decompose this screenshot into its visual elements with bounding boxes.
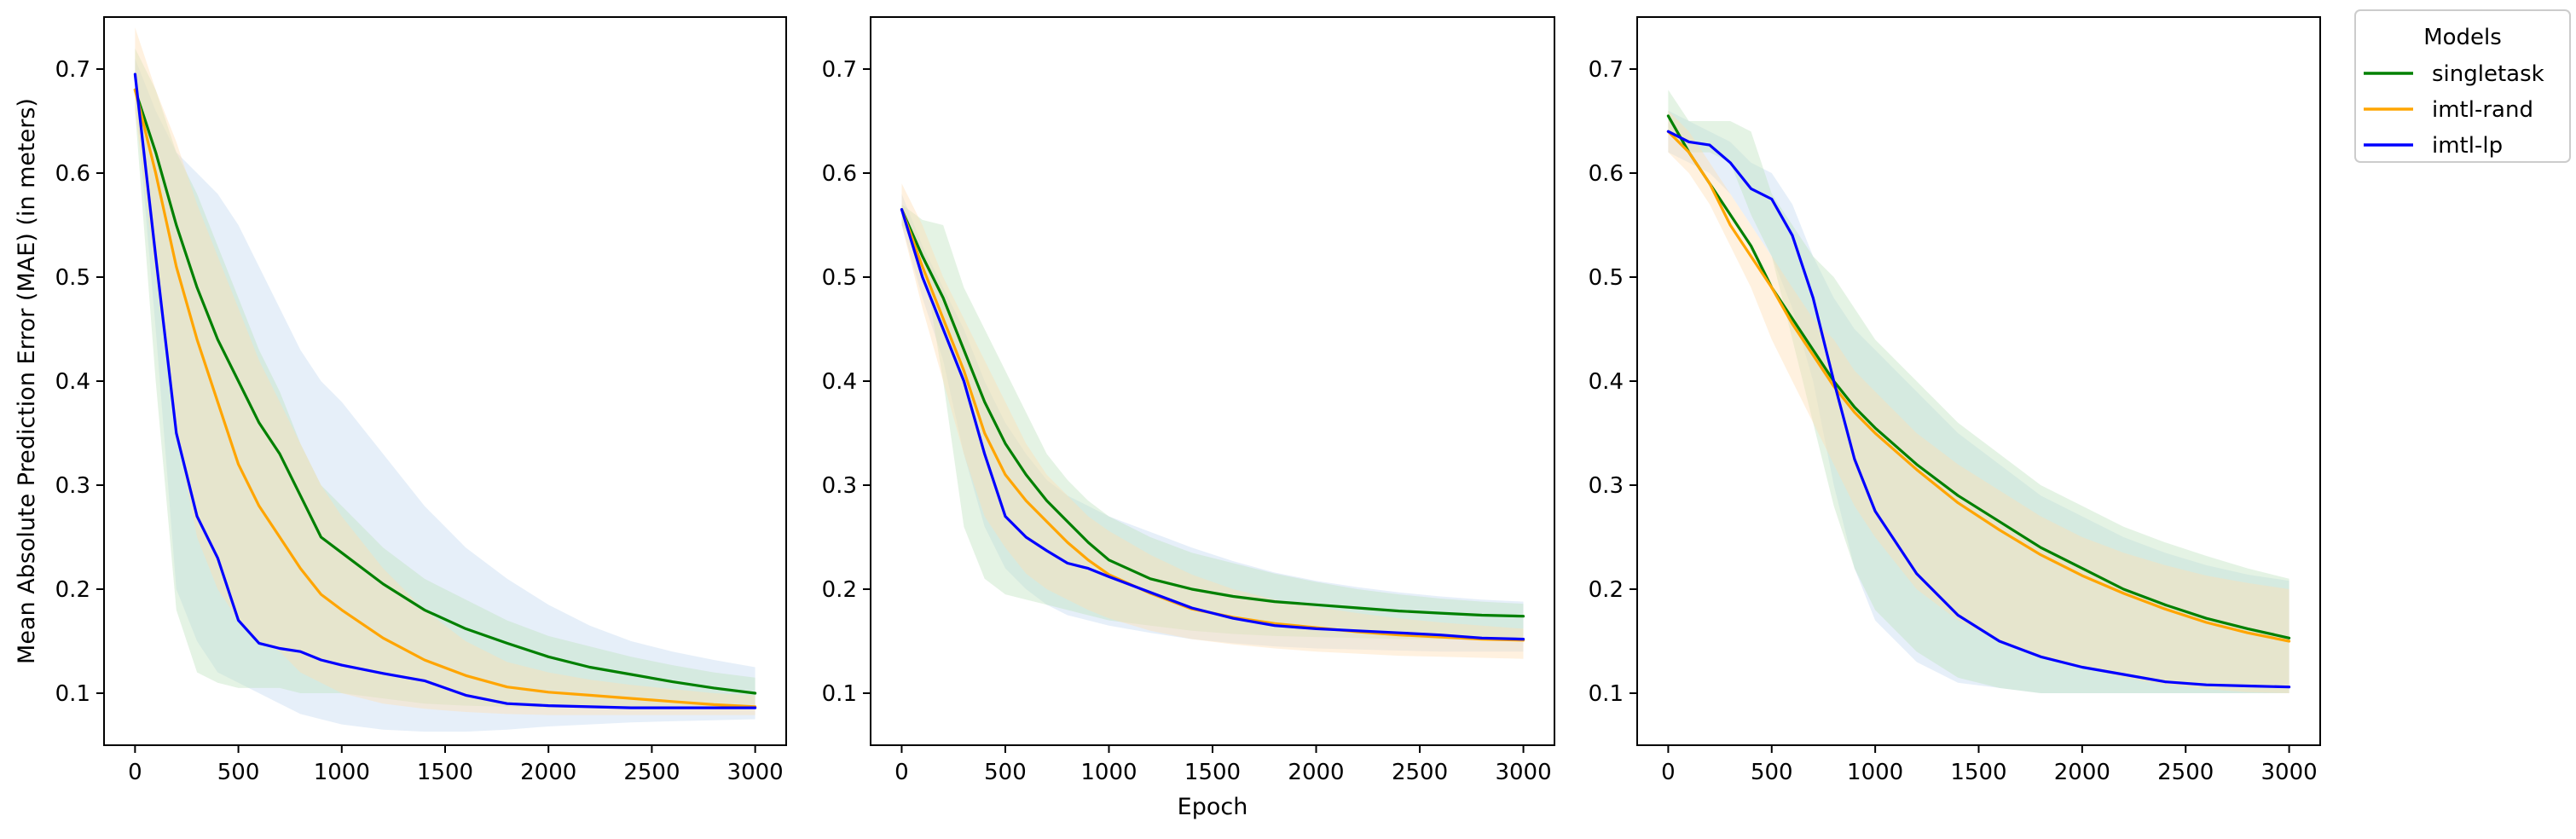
x-tick-label: 3000: [1495, 760, 1551, 785]
series-line-singletask: [1666, 114, 2291, 639]
y-tick-label: 0.2: [55, 577, 90, 603]
band-singletask: [1668, 90, 2289, 693]
series-line-imtl-lp: [133, 72, 757, 709]
x-tick-label: 1500: [1184, 760, 1241, 785]
y-tick-label: 0.4: [55, 369, 90, 395]
series-line-imtl-rand: [1666, 130, 2291, 643]
series-line-imtl-lp: [900, 208, 1525, 641]
y-tick-label: 0.4: [1589, 369, 1624, 395]
x-tick-label: 0: [128, 760, 142, 785]
y-tick-label: 0.7: [1589, 57, 1624, 83]
x-axis-title: Epoch: [1178, 794, 1248, 820]
y-tick-label: 0.3: [822, 473, 857, 499]
band-singletask: [135, 48, 755, 709]
band-imtl-lp: [901, 194, 1524, 652]
panel-right: 0 500 1000 1500 2000 2500 3000 0.1 0.2 0.3 0.4 0.5 0…: [1589, 16, 2321, 785]
series-line-singletask: [900, 208, 1525, 618]
y-tick-label: 0.3: [1589, 473, 1624, 499]
panel-middle: 0 500 1000 1500 2000 2500 3000 0.1 0.2 0.3 0.4 0.5 0…: [822, 16, 1555, 820]
y-tick-label: 0.5: [822, 265, 857, 291]
legend-label-singletask: singletask: [2432, 61, 2544, 87]
series-line-imtl-rand: [133, 88, 757, 709]
y-tick-label: 0.6: [55, 161, 90, 187]
x-tick-label: 3000: [2261, 760, 2318, 785]
band-imtl-rand: [1668, 110, 2289, 694]
panel-left: 0 500 1000 1500 2000 2500 3000 0.1 0.2 0.3 0.4 0.5 0…: [14, 16, 787, 785]
y-tick-label: 0.4: [822, 369, 857, 395]
x-tick-label: 0: [894, 760, 909, 785]
x-tick-label: 2500: [623, 760, 680, 785]
x-tick-label: 500: [217, 760, 260, 785]
y-tick-label: 0.7: [822, 57, 857, 83]
x-tick-label: 3000: [727, 760, 784, 785]
legend-title: Models: [2423, 25, 2502, 50]
legend-label-imtl-rand: imtl-rand: [2432, 97, 2533, 123]
plot-area: [133, 27, 757, 732]
plot-area: [1666, 90, 2291, 694]
band-imtl-lp: [1668, 110, 2289, 694]
x-tick-label: 1000: [314, 760, 370, 785]
y-tick-label: 0.3: [55, 473, 90, 499]
series-line-imtl-lp: [1666, 130, 2291, 689]
series-line-imtl-rand: [900, 208, 1525, 642]
y-tick-label: 0.1: [822, 681, 857, 707]
x-tick-label: 2500: [1392, 760, 1448, 785]
y-tick-label: 0.7: [55, 57, 90, 83]
y-tick-label: 0.6: [1589, 161, 1624, 187]
legend: Models singletask imtl-rand imtl-lp: [2354, 9, 2571, 163]
x-tick-label: 1500: [417, 760, 473, 785]
y-tick-label: 0.1: [55, 681, 90, 707]
legend-label-imtl-lp: imtl-lp: [2432, 133, 2503, 159]
band-imtl-rand: [901, 183, 1524, 659]
y-axis-title: Mean Absolute Prediction Error (MAE) (in…: [14, 98, 40, 664]
x-tick-label: 500: [984, 760, 1027, 785]
y-tick-label: 0.1: [1589, 681, 1624, 707]
legend-frame: [2354, 9, 2571, 163]
x-tick-label: 1500: [1950, 760, 2006, 785]
y-tick-label: 0.2: [822, 577, 857, 603]
y-tick-label: 0.6: [822, 161, 857, 187]
y-tick-label: 0.5: [55, 265, 90, 291]
y-tick-label: 0.2: [1589, 577, 1624, 603]
y-tick-label: 0.5: [1589, 265, 1624, 291]
x-tick-label: 500: [1751, 760, 1793, 785]
x-tick-label: 2000: [1288, 760, 1344, 785]
x-tick-label: 1000: [1847, 760, 1903, 785]
band-imtl-rand: [135, 27, 755, 715]
x-tick-label: 2000: [520, 760, 576, 785]
x-tick-label: 0: [1661, 760, 1676, 785]
series-line-singletask: [133, 88, 757, 695]
x-tick-label: 1000: [1080, 760, 1137, 785]
plot-area: [900, 183, 1525, 659]
band-imtl-lp: [135, 58, 755, 732]
x-tick-label: 2500: [2157, 760, 2214, 785]
x-tick-label: 2000: [2054, 760, 2110, 785]
